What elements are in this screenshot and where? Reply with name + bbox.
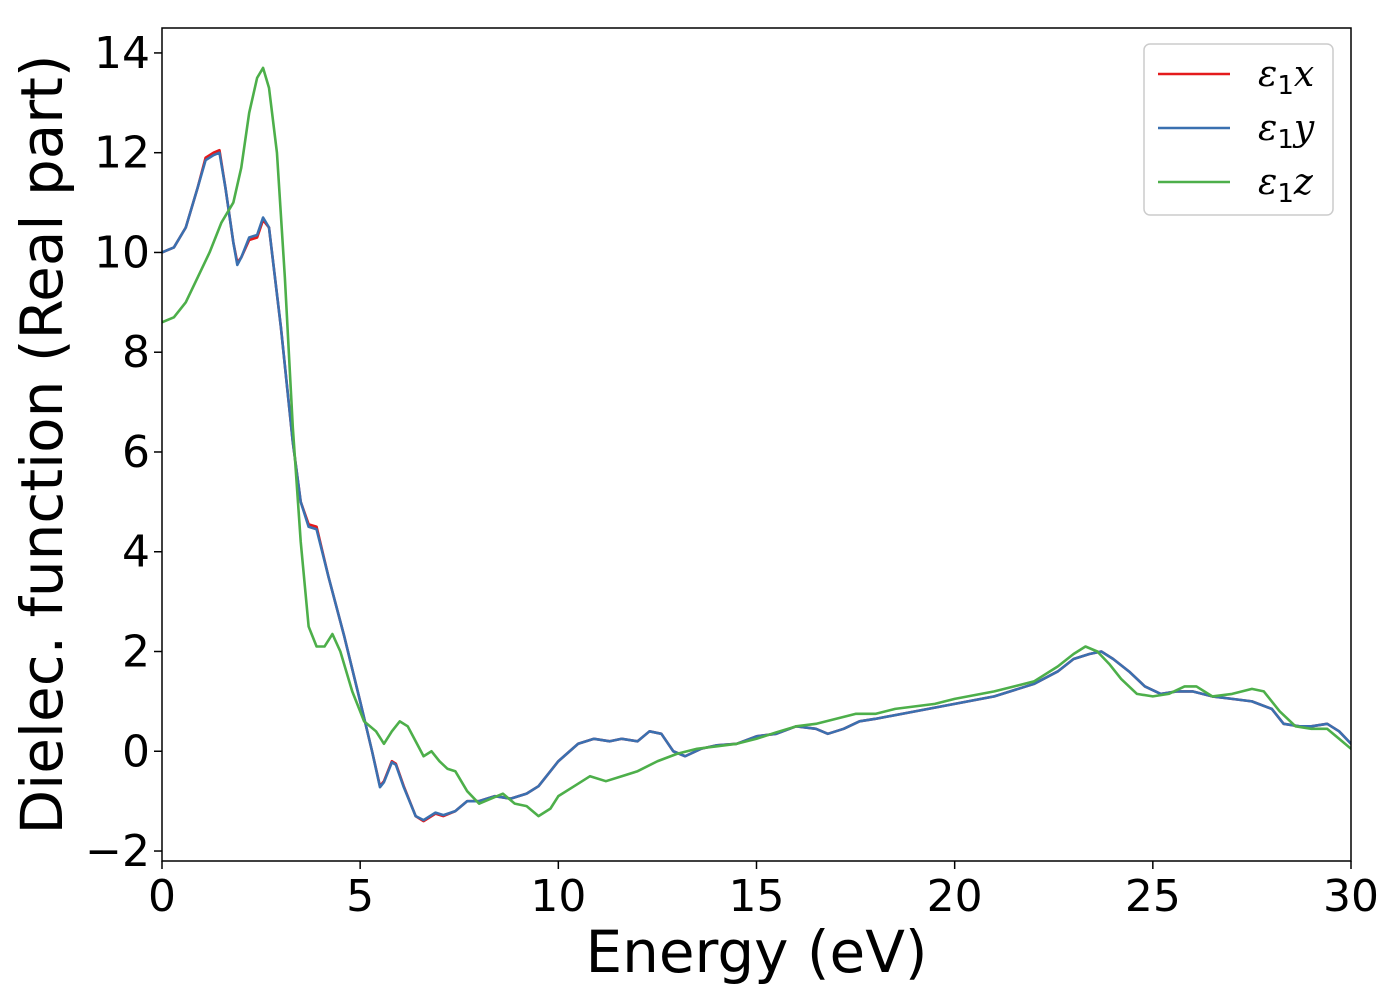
y-tick-label: 8 — [122, 327, 150, 378]
legend: ε1x ε1y ε1z — [1143, 43, 1334, 216]
legend-label: ε1y — [1258, 108, 1315, 155]
y-tick-label: 14 — [94, 28, 150, 79]
y-axis-label: Dielec. function (Real part) — [8, 54, 76, 834]
y-tick-label: 10 — [94, 227, 150, 278]
x-tick-label: 10 — [530, 871, 586, 922]
legend-label: ε1z — [1258, 162, 1314, 209]
x-axis-label: Energy (eV) — [585, 918, 927, 986]
series-eps1x-line — [162, 148, 1351, 823]
legend-frame — [1143, 43, 1334, 216]
y-tick-label: 12 — [94, 128, 150, 179]
x-tick-label: 25 — [1125, 871, 1181, 922]
x-tick-label: 30 — [1323, 871, 1379, 922]
series-layer — [162, 66, 1351, 823]
series-eps1y-line — [162, 151, 1351, 822]
x-tick-label: 0 — [148, 871, 176, 922]
legend-label: ε1x — [1258, 54, 1314, 101]
y-tick-label: 6 — [122, 427, 150, 478]
y-tick-label: 4 — [122, 527, 150, 578]
x-tick-label: 15 — [729, 871, 785, 922]
x-tick-label: 20 — [927, 871, 983, 922]
x-tick-label: 5 — [346, 871, 374, 922]
y-axis-ticks: −2 0 2 4 6 8 10 12 14 — [85, 28, 162, 877]
y-tick-label: 2 — [122, 627, 150, 678]
y-tick-label: −2 — [85, 826, 150, 877]
x-axis-ticks: 0 5 10 15 20 25 30 — [148, 861, 1379, 922]
series-eps1z-line — [162, 66, 1351, 818]
y-tick-label: 0 — [122, 726, 150, 777]
